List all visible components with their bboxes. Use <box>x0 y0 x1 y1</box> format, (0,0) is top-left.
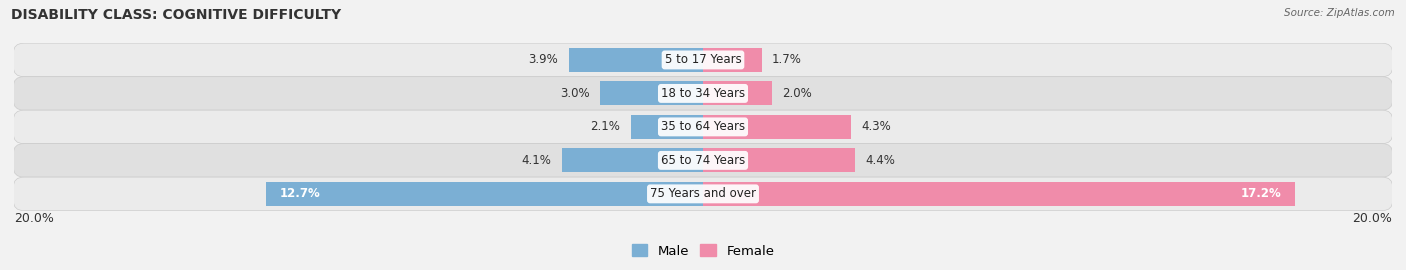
Bar <box>703 148 855 173</box>
Text: 4.4%: 4.4% <box>865 154 894 167</box>
Text: DISABILITY CLASS: COGNITIVE DIFFICULTY: DISABILITY CLASS: COGNITIVE DIFFICULTY <box>11 8 342 22</box>
Text: 5 to 17 Years: 5 to 17 Years <box>665 53 741 66</box>
Text: 20.0%: 20.0% <box>14 212 53 225</box>
Text: 65 to 74 Years: 65 to 74 Years <box>661 154 745 167</box>
Text: 3.9%: 3.9% <box>529 53 558 66</box>
FancyBboxPatch shape <box>14 43 1392 77</box>
Bar <box>599 81 703 106</box>
Bar <box>266 182 703 206</box>
Text: 20.0%: 20.0% <box>1353 212 1392 225</box>
FancyBboxPatch shape <box>14 110 1392 144</box>
Text: 2.0%: 2.0% <box>782 87 813 100</box>
Text: 75 Years and over: 75 Years and over <box>650 187 756 200</box>
Text: 1.7%: 1.7% <box>772 53 801 66</box>
Bar <box>568 48 703 72</box>
Bar <box>703 48 762 72</box>
Text: 18 to 34 Years: 18 to 34 Years <box>661 87 745 100</box>
Bar <box>703 81 772 106</box>
Text: 17.2%: 17.2% <box>1241 187 1282 200</box>
FancyBboxPatch shape <box>14 177 1392 211</box>
FancyBboxPatch shape <box>14 77 1392 110</box>
Text: 2.1%: 2.1% <box>591 120 620 133</box>
FancyBboxPatch shape <box>14 144 1392 177</box>
Text: Source: ZipAtlas.com: Source: ZipAtlas.com <box>1284 8 1395 18</box>
Legend: Male, Female: Male, Female <box>631 244 775 258</box>
Text: 3.0%: 3.0% <box>560 87 589 100</box>
Bar <box>562 148 703 173</box>
Bar <box>703 115 851 139</box>
Text: 4.3%: 4.3% <box>862 120 891 133</box>
Bar <box>631 115 703 139</box>
Text: 12.7%: 12.7% <box>280 187 321 200</box>
Bar <box>703 182 1295 206</box>
Text: 35 to 64 Years: 35 to 64 Years <box>661 120 745 133</box>
Text: 4.1%: 4.1% <box>522 154 551 167</box>
